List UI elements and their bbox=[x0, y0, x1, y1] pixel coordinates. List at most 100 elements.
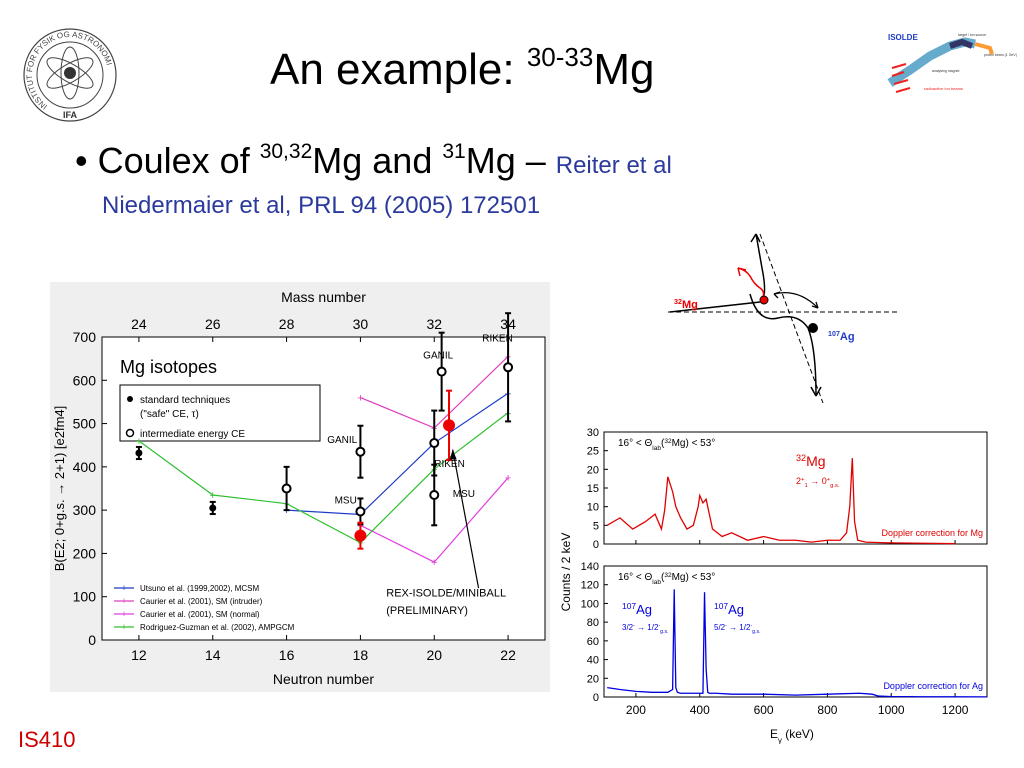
y-tick-label: 30 bbox=[587, 427, 599, 439]
peak-nucleus-label: 107Ag bbox=[622, 601, 652, 617]
x-axis-label: Eγ (keV) bbox=[770, 727, 814, 744]
spectrum-line-mg bbox=[606, 458, 956, 545]
theory-legend-label: Caurier et al. (2001), SM (intruder) bbox=[140, 597, 263, 606]
x-tick-label: 1000 bbox=[878, 703, 905, 717]
x-axis-label: Neutron number bbox=[273, 671, 375, 687]
title-text: An example: bbox=[270, 45, 527, 94]
isolde-label: analysing magnet bbox=[932, 69, 959, 73]
data-point-standard bbox=[209, 504, 217, 512]
be2-chart: 121416182022242628303234Mass number01002… bbox=[50, 282, 550, 692]
isolde-label: radioactive ion beams bbox=[924, 86, 963, 91]
annotation-msu: MSU bbox=[453, 489, 475, 500]
x-tick-label: 22 bbox=[500, 647, 516, 663]
data-point-intermediate bbox=[503, 362, 514, 373]
legend-marker bbox=[125, 428, 135, 438]
x-tick-label: 12 bbox=[131, 647, 147, 663]
x-tick-label: 18 bbox=[353, 647, 369, 663]
logo-ifa-text: IFA bbox=[63, 110, 78, 120]
y-tick-label: 5 bbox=[593, 520, 599, 532]
top-axis-label: Mass number bbox=[281, 289, 366, 305]
y-tick-label: 200 bbox=[73, 545, 97, 561]
data-point-intermediate bbox=[429, 438, 440, 449]
data-point-intermediate bbox=[355, 506, 366, 517]
spectrum-frame-ag bbox=[603, 565, 988, 698]
theory-legend-label: Caurier et al. (2001), SM (normal) bbox=[140, 610, 260, 619]
y-tick-label: 600 bbox=[73, 372, 97, 388]
y-tick-label: 80 bbox=[587, 617, 599, 629]
y-tick-label: 120 bbox=[581, 580, 599, 592]
y-tick-label: 0 bbox=[88, 632, 96, 648]
y-tick-label: 140 bbox=[581, 561, 599, 573]
bullet-text: Mg and bbox=[312, 140, 443, 181]
bullet-text: Mg – bbox=[465, 140, 556, 181]
bullet-point: • Coulex of 30,32Mg and 31Mg – Reiter et… bbox=[75, 140, 672, 182]
angle-cut-label: 16° < Θlab(32Mg) < 53° bbox=[618, 438, 715, 452]
bullet-sup: 30,32 bbox=[259, 140, 313, 163]
y-tick-label: 40 bbox=[587, 655, 599, 667]
annotation-ganil: GANIL bbox=[423, 351, 453, 362]
target-label: 107Ag bbox=[828, 330, 855, 343]
gamma-spectra: 0 5 10 15 20 25 30 16° < Θlab(32Mg) < 53° Dopple… bbox=[552, 422, 1012, 744]
legend-label: standard techniques bbox=[140, 395, 230, 406]
y-tick-label: 20 bbox=[587, 464, 599, 476]
theory-legend-label: Utsuno et al. (1999,2002), MCSM bbox=[140, 584, 260, 593]
projectile-label: 32Mg bbox=[674, 298, 698, 311]
theory-point: + bbox=[357, 393, 363, 405]
legend-box bbox=[119, 384, 321, 442]
x-tick-label: 16 bbox=[279, 647, 295, 663]
top-tick-label: 26 bbox=[205, 316, 221, 332]
theory-point: + bbox=[505, 473, 511, 485]
peak-nucleus-label: 32Mg bbox=[796, 453, 826, 469]
doppler-correction-label: Doppler correction for Mg bbox=[881, 528, 983, 538]
y-tick-label: 60 bbox=[587, 636, 599, 648]
angle-cut-label: 16° < Θlab(32Mg) < 53° bbox=[618, 572, 715, 586]
annotation-rex: REX-ISOLDE/MINIBALL bbox=[386, 588, 506, 600]
theory-legend-label: Rodriguez-Guzman et al. (2002), AMPGCM bbox=[140, 623, 295, 632]
x-tick-label: 200 bbox=[626, 703, 646, 717]
annotation-preliminary: (PRELIMINARY) bbox=[386, 605, 468, 617]
title-element: Mg bbox=[593, 45, 655, 94]
x-tick-label: 600 bbox=[754, 703, 774, 717]
y-tick-label: 25 bbox=[587, 446, 599, 458]
data-point-intermediate bbox=[436, 366, 447, 377]
bullet-sup: 31 bbox=[442, 140, 466, 163]
theory-point: + bbox=[210, 490, 216, 502]
peak-transition-label: 5/2- → 1/2-g.s. bbox=[714, 623, 761, 635]
theory-line-utsuno bbox=[286, 392, 509, 516]
x-tick-label: 20 bbox=[426, 647, 442, 663]
data-point-rex bbox=[354, 529, 367, 542]
data-point-intermediate bbox=[429, 489, 440, 500]
y-axis-label: B(E2; 0+g.s. → 2+1) [e2fm4] bbox=[52, 406, 67, 571]
theory-legend-marker: + bbox=[121, 583, 126, 593]
annotation-arrowhead bbox=[449, 449, 457, 460]
y-tick-label: 10 bbox=[587, 502, 599, 514]
isolde-label: proton beam (1 GeV) bbox=[984, 53, 1017, 57]
top-tick-label: 28 bbox=[279, 316, 295, 332]
data-point-standard bbox=[135, 449, 143, 457]
y-tick-label: 100 bbox=[73, 589, 97, 605]
theory-legend-marker: + bbox=[121, 622, 126, 632]
bullet-dot: • bbox=[75, 140, 98, 181]
annotation-ganil: GANIL bbox=[327, 435, 357, 446]
y-tick-label: 20 bbox=[587, 673, 599, 685]
legend-label: ("safe" CE, τ) bbox=[140, 409, 199, 420]
bullet-text: Coulex of bbox=[97, 140, 260, 181]
theory-legend-marker: + bbox=[121, 596, 126, 606]
chart-title: Mg isotopes bbox=[120, 357, 217, 377]
isolde-schematic: ISOLDE target / ion source proton beam (… bbox=[887, 33, 1017, 93]
data-point-intermediate bbox=[281, 483, 292, 494]
x-tick-label: 800 bbox=[817, 703, 837, 717]
spectrum-frame-mg bbox=[603, 431, 988, 545]
x-tick-label: 400 bbox=[690, 703, 710, 717]
y-tick-label: 400 bbox=[73, 459, 97, 475]
ifa-logo: INSTITUT FOR FYSIK OG ASTRONOMI IFA bbox=[23, 28, 117, 122]
peak-transition-label: 3/2- → 1/2-g.s. bbox=[622, 623, 669, 635]
annotation-riken: RIKEN bbox=[434, 459, 465, 470]
theory-point: + bbox=[431, 557, 437, 569]
annotation-msu: MSU bbox=[335, 496, 357, 507]
top-tick-label: 24 bbox=[131, 316, 147, 332]
y-tick-label: 15 bbox=[587, 483, 599, 495]
citation-niedermaier: Niedermaier et al, PRL 94 (2005) 172501 bbox=[102, 192, 541, 219]
theory-legend-marker: + bbox=[121, 609, 126, 619]
y-tick-label: 0 bbox=[593, 539, 599, 551]
